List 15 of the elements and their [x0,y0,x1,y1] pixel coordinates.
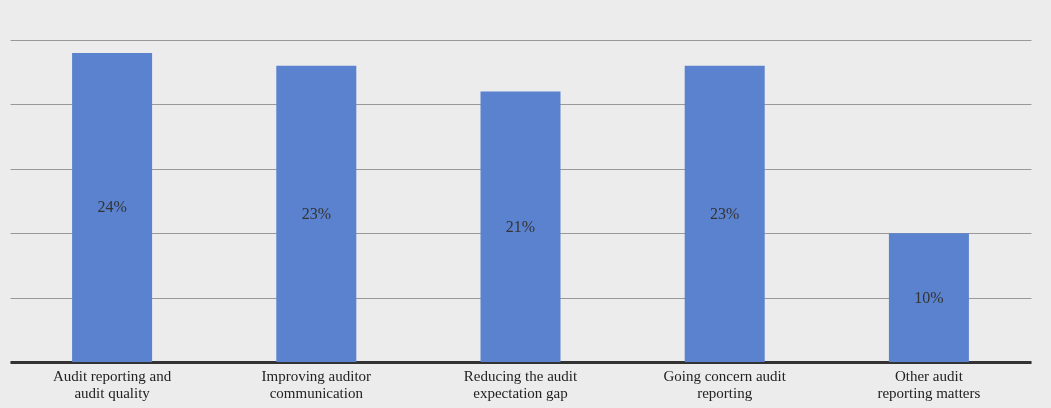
bar [480,91,561,362]
data-label: 23% [301,204,331,222]
data-label: 24% [97,198,127,216]
data-label: 21% [505,217,536,235]
x-tick-label: Reducing the audit expectation gap [463,367,578,401]
bar [684,65,765,362]
x-tick-label: Audit reporting and audit quality [52,367,172,401]
bar [72,52,153,362]
x-tick-label: Other audit reporting matters [877,367,981,401]
data-label: 10% [914,288,944,306]
bar [276,65,357,362]
bar [888,233,969,362]
x-tick-label: Improving auditor communication [261,367,372,401]
data-label: 23% [710,204,740,222]
x-tick-label: Going concern audit reporting [663,367,787,401]
